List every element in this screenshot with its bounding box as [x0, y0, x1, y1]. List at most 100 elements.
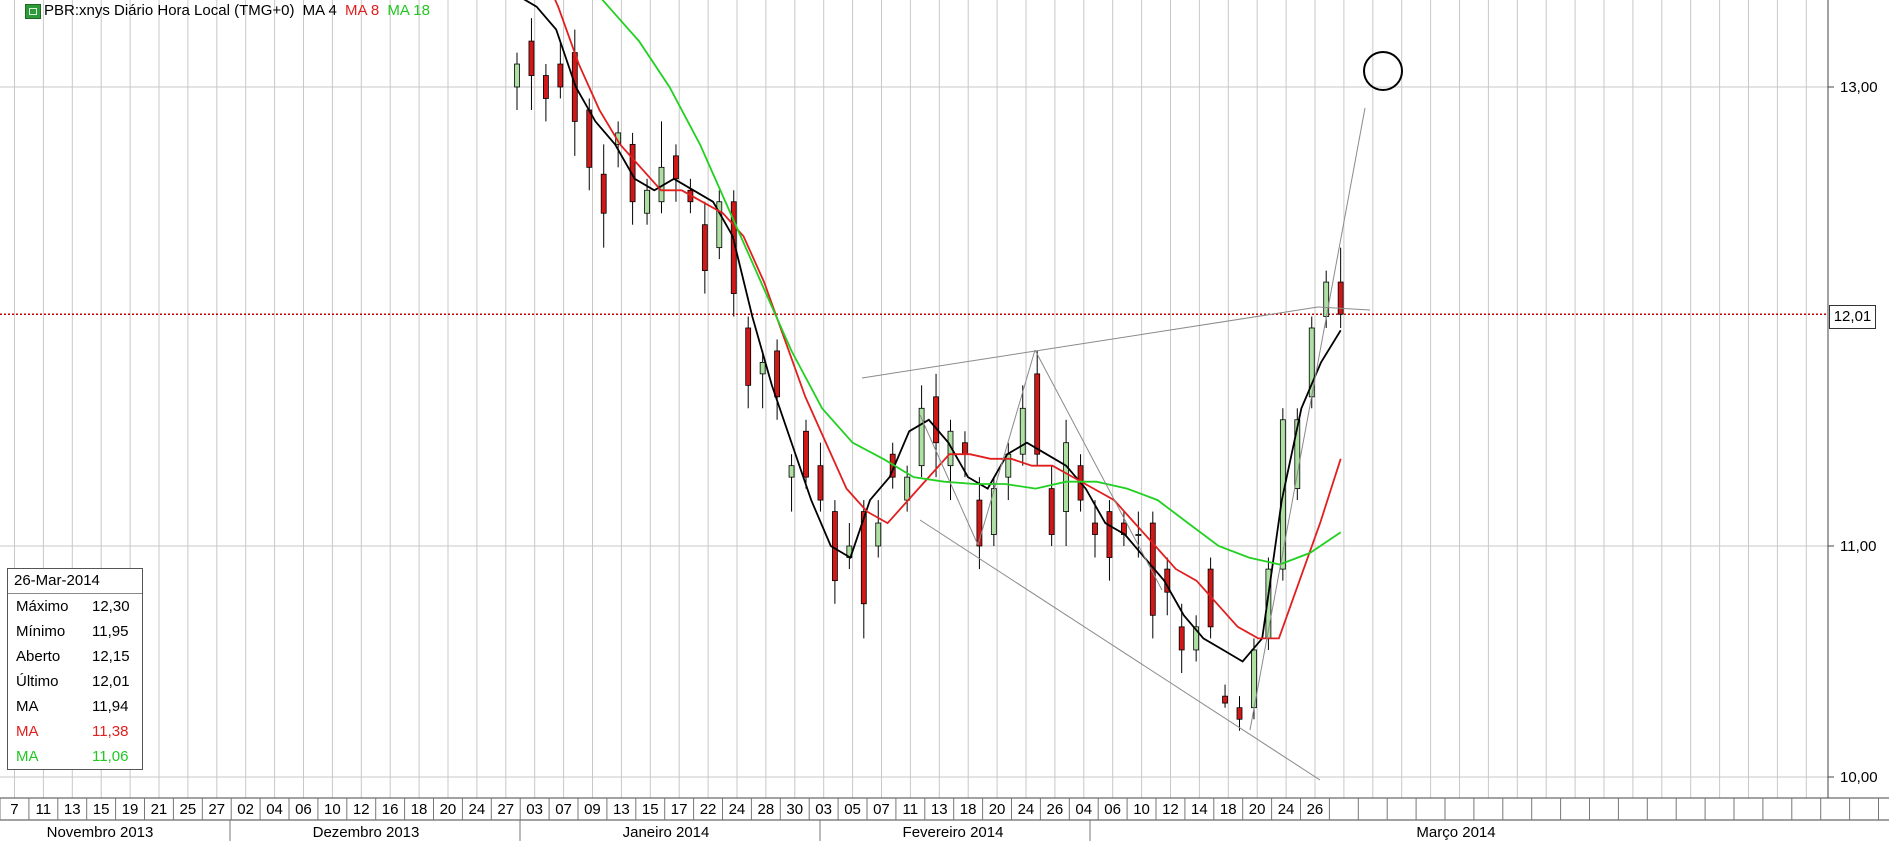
x-tick-label: 20 — [1249, 801, 1266, 818]
ma18-label[interactable]: MA 18 — [387, 2, 430, 19]
ma4-label[interactable]: MA 4 — [302, 2, 337, 19]
x-tick-label: 03 — [526, 801, 543, 818]
x-tick-label: 12 — [353, 801, 370, 818]
candle-body — [586, 109, 593, 168]
x-tick-label: 24 — [1018, 801, 1035, 818]
candle-body — [1193, 626, 1200, 651]
x-tick-label: 28 — [758, 801, 775, 818]
x-tick-label: 20 — [440, 801, 457, 818]
candle-body — [673, 155, 679, 180]
x-tick-label: 27 — [497, 801, 514, 818]
x-tick-label: 10 — [324, 801, 341, 818]
candle-body — [528, 40, 535, 76]
x-tick-label: 17 — [671, 801, 688, 818]
candle-body — [904, 476, 911, 501]
candle-body — [1337, 281, 1344, 315]
candle-body — [600, 173, 607, 214]
x-tick-label: 26 — [1307, 801, 1324, 818]
x-tick-label: 09 — [584, 801, 601, 818]
x-tick-label: 07 — [873, 801, 890, 818]
x-tick-label: 07 — [555, 801, 572, 818]
candle-body — [514, 63, 520, 88]
x-tick-label: 13 — [613, 801, 630, 818]
candle-body — [543, 75, 549, 99]
candle-body — [1323, 281, 1330, 317]
candle-body — [774, 350, 780, 398]
month-label: Março 2014 — [1416, 824, 1495, 841]
candle-body — [860, 511, 867, 605]
month-label: Fevereiro 2014 — [903, 824, 1004, 841]
candle-body — [788, 465, 795, 478]
candle-body — [1063, 442, 1069, 512]
candle-body — [759, 361, 766, 375]
x-tick-label: 16 — [382, 801, 399, 818]
candle-body — [1034, 373, 1041, 455]
chart-title: PBR:xnys Diário Hora Local (TMG+0) — [44, 2, 295, 19]
x-tick-label: 15 — [642, 801, 659, 818]
info-row-ma4: MA 11,94 — [16, 698, 129, 715]
candle-body — [1294, 419, 1301, 490]
candle-body — [918, 407, 925, 467]
ma8-line — [554, 0, 1342, 640]
x-tick-label: 10 — [1133, 801, 1150, 818]
x-tick-label: 11 — [36, 801, 52, 818]
candle-body — [976, 499, 983, 547]
x-tick-label: 13 — [64, 801, 81, 818]
ma18-line — [601, 0, 1342, 566]
trend-line — [861, 306, 1319, 379]
trend-line — [1249, 107, 1366, 731]
candle-body — [745, 327, 752, 386]
info-row-last: Último 12,01 — [16, 673, 130, 690]
y-tick-label: 11,00 — [1840, 538, 1876, 555]
trend-line — [1317, 306, 1371, 311]
candle-body — [817, 465, 824, 501]
x-tick-label: 06 — [295, 801, 312, 818]
x-tick-label: 24 — [469, 801, 486, 818]
candle-body — [1048, 488, 1055, 535]
x-tick-label: 04 — [1075, 801, 1092, 818]
info-panel: 26-Mar-2014 Máximo 12,30 Mínimo 11,95 Aber… — [7, 568, 143, 770]
candle-body — [1092, 522, 1098, 535]
candle-body — [947, 430, 954, 467]
info-date: 26-Mar-2014 — [8, 569, 142, 594]
candle-body — [933, 396, 939, 444]
candle-body — [1222, 695, 1228, 704]
candle-body — [1005, 453, 1012, 478]
info-row-min: Mínimo 11,95 — [16, 623, 129, 640]
candle-body — [875, 522, 882, 547]
info-row-open: Aberto 12,15 — [16, 648, 130, 665]
candle-body — [803, 430, 809, 478]
x-tick-label: 7 — [10, 801, 18, 818]
x-tick-label: 14 — [1191, 801, 1208, 818]
candle-body — [832, 511, 838, 582]
x-tick-label: 30 — [786, 801, 803, 818]
x-tick-label: 04 — [266, 801, 283, 818]
y-tick-label: 10,00 — [1840, 769, 1878, 786]
x-tick-label: 02 — [237, 801, 254, 818]
x-tick-label: 18 — [960, 801, 977, 818]
annotation-circle — [1363, 51, 1403, 91]
candle-body — [644, 189, 650, 214]
ma8-label[interactable]: MA 8 — [345, 2, 380, 19]
info-row-ma18: MA 11,06 — [16, 748, 129, 765]
x-tick-label: 13 — [931, 801, 948, 818]
candle-body — [716, 201, 723, 249]
month-label: Janeiro 2014 — [623, 824, 710, 841]
x-tick-label: 11 — [903, 801, 919, 818]
x-tick-label: 20 — [989, 801, 1006, 818]
trend-line — [977, 349, 1036, 546]
candle-body — [1178, 626, 1185, 651]
candle-body — [1019, 407, 1026, 455]
trend-line — [919, 414, 979, 546]
trend-line — [919, 519, 1321, 781]
chart-type-icon[interactable] — [25, 4, 41, 19]
x-tick-label: 03 — [815, 801, 832, 818]
candle-body — [1106, 511, 1113, 558]
x-tick-label: 26 — [1047, 801, 1064, 818]
x-tick-label: 06 — [1104, 801, 1121, 818]
x-tick-label: 25 — [180, 801, 197, 818]
x-tick-label: 24 — [1278, 801, 1295, 818]
x-tick-label: 18 — [411, 801, 428, 818]
candle-body — [1135, 534, 1142, 536]
